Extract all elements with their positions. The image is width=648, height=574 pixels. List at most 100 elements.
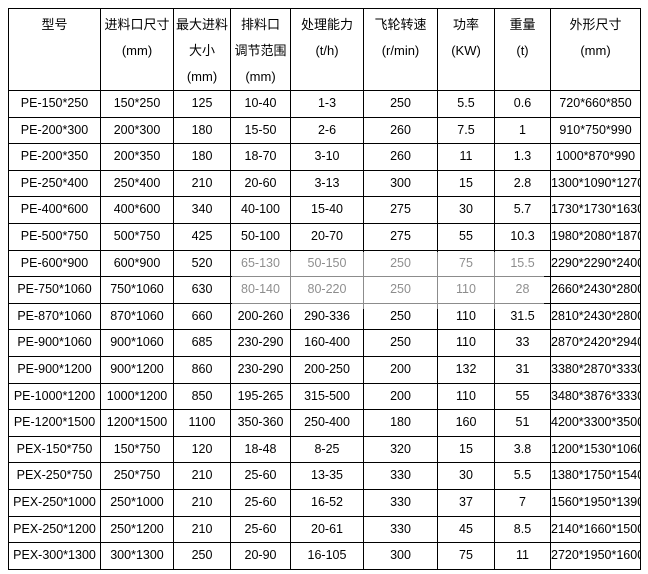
table-cell: 330 (363, 515, 438, 544)
table-row: PE-900*1060 900*1060 685 230-290 160-400 250 1… (8, 329, 641, 357)
table-cell: 250 (363, 249, 438, 278)
table-cell: PE-600*900 (8, 249, 101, 278)
table-cell: 685 (173, 329, 231, 357)
table-cell: 200*300 (100, 116, 174, 145)
table-cell: 15.5 (494, 249, 551, 278)
col-header-model: 型号 (8, 8, 101, 91)
table-cell: 5.5 (494, 462, 551, 490)
table-cell: 250*400 (100, 169, 174, 198)
jaw-crusher-spec-table: 型号 进料口尺寸 (mm) 最大进料 大小 (mm) 排料口 调节范围 (mm) 处理能… (8, 8, 641, 570)
table-cell: 15 (437, 435, 495, 464)
table-cell: 870*1060 (100, 302, 174, 331)
table-cell: 2-6 (290, 116, 364, 145)
table-cell: 230-290 (230, 329, 291, 357)
table-cell: PE-900*1200 (8, 355, 101, 384)
table-cell: 250 (363, 276, 438, 304)
table-cell: 195-265 (230, 382, 291, 411)
table-cell: 28 (494, 276, 551, 304)
table-cell: 15-50 (230, 116, 291, 145)
table-cell: 200 (363, 382, 438, 411)
table-cell: 250 (363, 329, 438, 357)
table-cell: PE-250*400 (8, 169, 101, 198)
table-cell: 340 (173, 196, 231, 224)
table-cell: 425 (173, 222, 231, 251)
table-cell: 1000*870*990 (550, 143, 641, 171)
table-cell: 200 (363, 355, 438, 384)
table-cell: 55 (494, 382, 551, 411)
table-cell: 16-52 (290, 488, 364, 517)
table-cell: 290-336 (290, 302, 364, 331)
table-cell: 315-500 (290, 382, 364, 411)
table-cell: 45 (437, 515, 495, 544)
table-cell: 7 (494, 488, 551, 517)
table-cell: 31.5 (494, 302, 551, 331)
table-cell: 1000*1200 (100, 382, 174, 411)
table-cell: PE-750*1060 (8, 276, 101, 304)
table-cell: 25-60 (230, 462, 291, 490)
table-cell: PEX-250*1000 (8, 488, 101, 517)
table-cell: 5.5 (437, 90, 495, 118)
table-cell: 250 (363, 90, 438, 118)
table-cell: 55 (437, 222, 495, 251)
table-cell: PE-900*1060 (8, 329, 101, 357)
table-cell: 18-48 (230, 435, 291, 464)
table-cell: 160-400 (290, 329, 364, 357)
table-cell: 3.8 (494, 435, 551, 464)
table-cell: 260 (363, 143, 438, 171)
table-cell: 1 (494, 116, 551, 145)
table-cell: 2870*2420*2940 (550, 329, 641, 357)
table-cell: 1200*1500 (100, 409, 174, 437)
table-cell: 900*1060 (100, 329, 174, 357)
table-cell: 50-150 (290, 249, 364, 278)
table-cell: 330 (363, 462, 438, 490)
table-cell: 1380*1750*1540 (550, 462, 641, 490)
table-cell: 750*1060 (100, 276, 174, 304)
table-cell: 2660*2430*2800 (550, 276, 641, 304)
table-cell: 600*900 (100, 249, 174, 278)
table-row: PEX-300*1300 300*1300 250 20-90 16-105 300 75 1… (8, 542, 641, 570)
table-cell: 31 (494, 355, 551, 384)
table-cell: 20-90 (230, 542, 291, 570)
table-cell: 65-130 (230, 249, 291, 278)
table-cell: 75 (437, 249, 495, 278)
table-cell: 660 (173, 302, 231, 331)
table-cell: 1.3 (494, 143, 551, 171)
col-header-weight: 重量 (t) (494, 8, 551, 91)
table-cell: 125 (173, 90, 231, 118)
table-cell: 860 (173, 355, 231, 384)
table-cell: 3380*2870*3330 (550, 355, 641, 384)
col-header-feed-inlet-size: 进料口尺寸 (mm) (100, 8, 174, 91)
col-header-power: 功率 (KW) (437, 8, 495, 91)
table-cell: 1200*1530*1060 (550, 435, 641, 464)
table-row: PEX-250*750 250*750 210 25-60 13-35 330 30 5.5 1… (8, 462, 641, 490)
table-cell: 200-250 (290, 355, 364, 384)
table-header: 型号 进料口尺寸 (mm) 最大进料 大小 (mm) 排料口 调节范围 (mm) 处理能… (8, 8, 641, 91)
table-cell: 75 (437, 542, 495, 570)
table-body: PE-150*250 150*250 125 10-40 1-3 250 5.5 0.6 720… (8, 90, 641, 570)
table-cell: 37 (437, 488, 495, 517)
table-cell: 18-70 (230, 143, 291, 171)
table-cell: 250-400 (290, 409, 364, 437)
table-cell: 200*350 (100, 143, 174, 171)
table-cell: PE-200*350 (8, 143, 101, 171)
table-cell: 15 (437, 169, 495, 198)
table-cell: 210 (173, 488, 231, 517)
table-cell: 15-40 (290, 196, 364, 224)
table-cell: 2810*2430*2800 (550, 302, 641, 331)
table-cell: 160 (437, 409, 495, 437)
table-cell: 630 (173, 276, 231, 304)
table-cell: 250 (173, 542, 231, 570)
table-cell: 20-61 (290, 515, 364, 544)
col-header-flywheel-speed: 飞轮转速 (r/min) (363, 8, 438, 91)
table-cell: 330 (363, 488, 438, 517)
table-row: PE-200*350 200*350 180 18-70 3-10 260 11 1.3 100… (8, 143, 641, 171)
table-cell: 11 (437, 143, 495, 171)
table-cell: 25-60 (230, 488, 291, 517)
table-cell: 0.6 (494, 90, 551, 118)
table-row: PEX-150*750 150*750 120 18-48 8-25 320 15 3.8 12… (8, 435, 641, 464)
table-cell: 1560*1950*1390 (550, 488, 641, 517)
table-cell: 520 (173, 249, 231, 278)
table-cell: 50-100 (230, 222, 291, 251)
table-cell: PEX-150*750 (8, 435, 101, 464)
